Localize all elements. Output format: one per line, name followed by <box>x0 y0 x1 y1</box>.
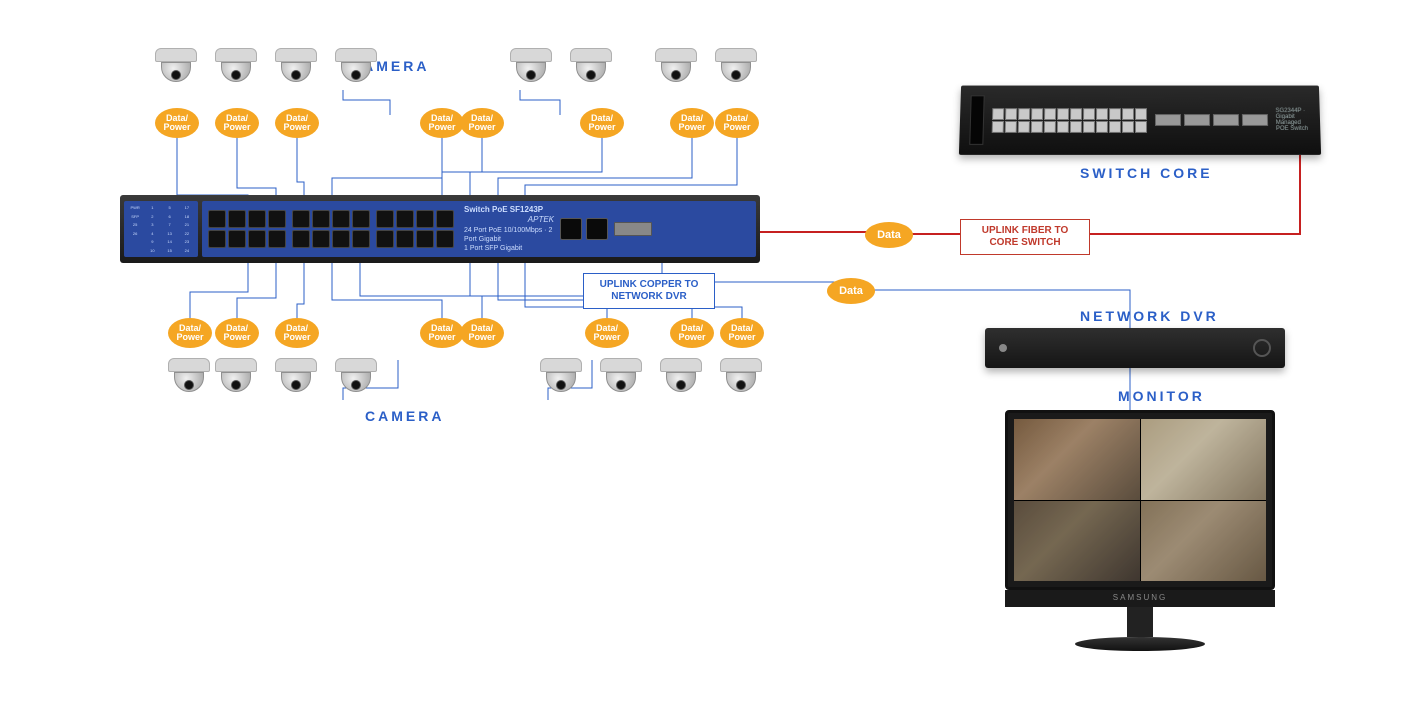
data-pill-copper: Data <box>827 278 875 304</box>
data-power-pill-top-5: Data/Power <box>460 108 504 138</box>
camera-feed-2 <box>1141 419 1267 500</box>
camera-feed-4 <box>1141 501 1267 582</box>
data-power-pill-top-2: Data/Power <box>215 108 259 138</box>
camera-bot-7 <box>660 358 702 400</box>
core-switch-ports <box>991 108 1146 133</box>
data-pill-fiber: Data <box>865 222 913 248</box>
data-power-pill-top-3: Data/Power <box>275 108 319 138</box>
camera-top-6 <box>570 48 612 90</box>
data-power-pill-top-4: Data/Power <box>420 108 464 138</box>
camera-bot-5 <box>540 358 582 400</box>
camera-bot-2 <box>215 358 257 400</box>
camera-bot-1 <box>168 358 210 400</box>
data-power-pill-top-7: Data/Power <box>670 108 714 138</box>
data-power-pill-top-1: Data/Power <box>155 108 199 138</box>
camera-top-2 <box>215 48 257 90</box>
network-dvr <box>985 328 1285 368</box>
poe-led-panel: PWR1517 SFP2618 253721 2641322 91423 101… <box>124 201 198 257</box>
sfp-slot <box>614 222 652 236</box>
data-power-pill-top-6: Data/Power <box>580 108 624 138</box>
data-power-pill-bot-5: Data/Power <box>460 318 504 348</box>
camera-bot-8 <box>720 358 762 400</box>
camera-bot-6 <box>600 358 642 400</box>
camera-feed-1 <box>1014 419 1140 500</box>
data-power-pill-bot-4: Data/Power <box>420 318 464 348</box>
core-switch: SG2344P · Gigabit Managed POE Switch <box>959 86 1321 155</box>
monitor-label: MONITOR <box>1118 388 1205 404</box>
camera-bot-4 <box>335 358 377 400</box>
camera-top-4 <box>335 48 377 90</box>
uplink-copper-box: UPLINK COPPER TONETWORK DVR <box>583 273 715 309</box>
camera-top-7 <box>655 48 697 90</box>
data-power-pill-bot-7: Data/Power <box>670 318 714 348</box>
camera-bot-3 <box>275 358 317 400</box>
camera-top-5 <box>510 48 552 90</box>
camera-feed-3 <box>1014 501 1140 582</box>
camera-top-8 <box>715 48 757 90</box>
data-power-pill-bot-3: Data/Power <box>275 318 319 348</box>
poe-switch: PWR1517 SFP2618 253721 2641322 91423 101… <box>120 195 760 263</box>
poe-port-panel: Switch PoE SF1243P APTEK 24 Port PoE 10/… <box>202 201 756 257</box>
monitor-brand: SAMSUNG <box>1005 590 1275 607</box>
camera-top-1 <box>155 48 197 90</box>
uplink-fiber-box: UPLINK FIBER TOCORE SWITCH <box>960 219 1090 255</box>
poe-switch-text: Switch PoE SF1243P APTEK 24 Port PoE 10/… <box>464 205 554 253</box>
data-power-pill-bot-6: Data/Power <box>585 318 629 348</box>
camera-top-3 <box>275 48 317 90</box>
data-power-pill-bot-1: Data/Power <box>168 318 212 348</box>
switch-core-label: SWITCH CORE <box>1080 165 1213 181</box>
data-power-pill-top-8: Data/Power <box>715 108 759 138</box>
data-power-pill-bot-2: Data/Power <box>215 318 259 348</box>
data-power-pill-bot-8: Data/Power <box>720 318 764 348</box>
camera-label-bottom: CAMERA <box>365 408 444 424</box>
monitor: SAMSUNG <box>1005 410 1275 651</box>
network-dvr-label: NETWORK DVR <box>1080 308 1219 324</box>
